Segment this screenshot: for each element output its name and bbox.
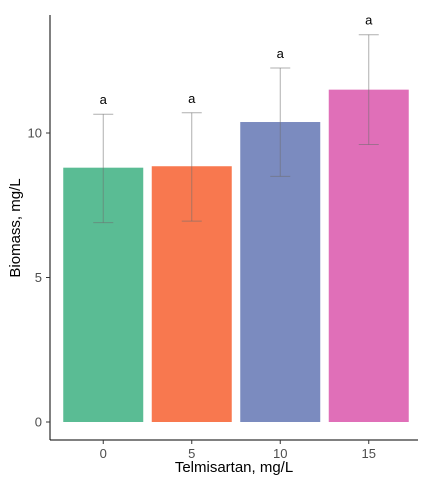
x-tick-label-15: 15 — [362, 446, 376, 461]
error-bar-10 — [270, 67, 291, 177]
x-axis-title: Telmisartan, mg/L — [175, 459, 293, 476]
axes-group — [49, 15, 418, 441]
x-tick-label-10: 10 — [273, 446, 287, 461]
y-tick-label-10: 10 — [28, 126, 42, 141]
significance-label-15: a — [365, 13, 373, 28]
significance-label-10: a — [277, 46, 285, 61]
x-ticks-group: 0 5 10 15 — [100, 440, 376, 461]
y-tick-label-5: 5 — [35, 270, 42, 285]
y-axis-title: Biomass, mg/L — [7, 178, 24, 277]
error-bar-15 — [358, 34, 379, 146]
significance-label-5: a — [188, 91, 196, 106]
y-ticks-group: 0 5 10 — [28, 126, 50, 430]
error-bar-0 — [93, 113, 114, 224]
x-tick-label-5: 5 — [188, 446, 195, 461]
x-tick-label-0: 0 — [100, 446, 107, 461]
bars-group — [63, 89, 409, 423]
error-bars-group — [93, 34, 379, 224]
significance-label-0: a — [100, 92, 108, 107]
significance-labels-group: a a a a — [100, 13, 374, 107]
y-tick-label-0: 0 — [35, 415, 42, 430]
error-bar-5 — [181, 112, 202, 222]
